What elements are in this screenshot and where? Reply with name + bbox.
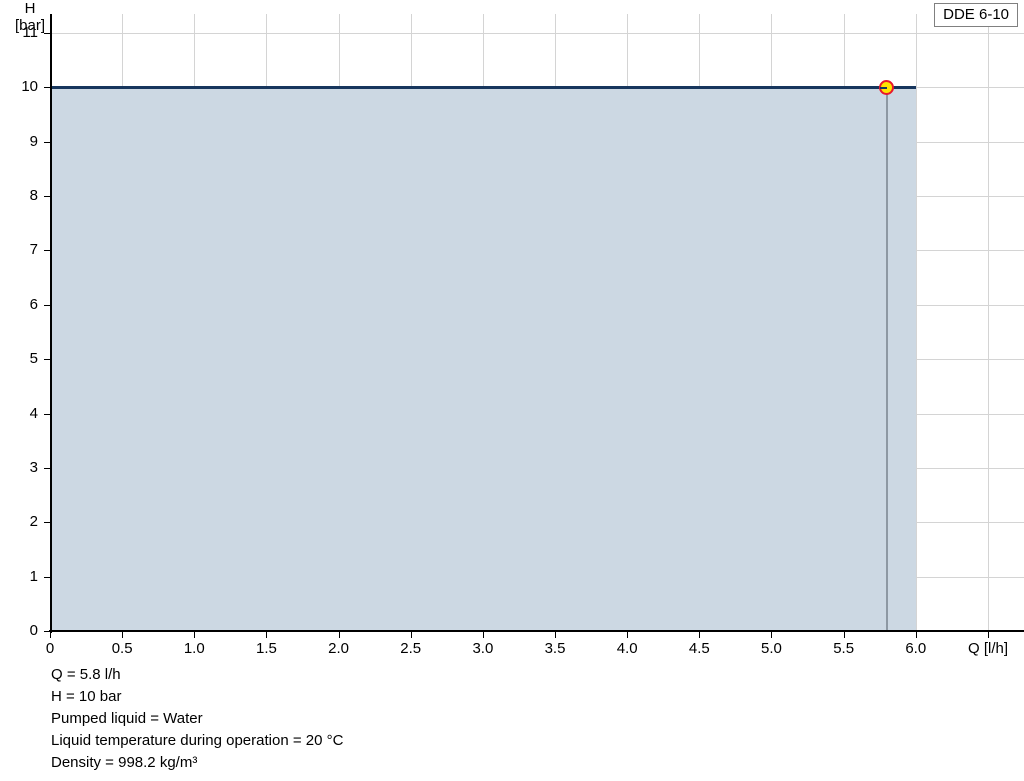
- y-axis-tick: [44, 33, 51, 35]
- y-axis-tick-label: 5: [29, 350, 38, 368]
- duty-point-dropline: [885, 87, 888, 631]
- x-axis-tick: [555, 631, 557, 638]
- y-axis-title: H [bar]: [8, 0, 52, 34]
- x-axis-tick: [266, 631, 268, 638]
- x-axis-tick: [410, 631, 412, 638]
- y-axis-tick-label: 1: [29, 567, 38, 585]
- info-line-density: Density = 998.2 kg/m³: [51, 754, 198, 771]
- info-line-head: H = 10 bar: [51, 688, 122, 705]
- y-axis-tick: [44, 250, 51, 252]
- y-axis-tick: [44, 359, 51, 361]
- x-axis-tick-label: 5.0: [761, 640, 782, 657]
- y-axis-tick: [44, 87, 51, 89]
- y-axis-tick: [44, 467, 51, 469]
- operating-range-area: [50, 87, 916, 631]
- y-axis-line: [50, 14, 52, 633]
- x-axis-tick: [699, 631, 701, 638]
- x-axis-tick-label: 4.5: [688, 640, 710, 657]
- operating-conditions-info: Q = 5.8 l/h H = 10 bar Pumped liquid = W…: [51, 664, 343, 774]
- x-axis-tick: [194, 631, 196, 638]
- y-axis-tick: [44, 413, 51, 415]
- plot-area: [50, 14, 1024, 631]
- info-line-liquid-temperature: Liquid temperature during operation = 20…: [51, 732, 344, 749]
- x-axis-tick-label: 0.5: [111, 640, 133, 657]
- x-axis-tick-label: 0: [45, 640, 55, 657]
- y-axis-tick-label: 6: [29, 295, 38, 313]
- x-axis-tick: [915, 631, 917, 638]
- x-axis-tick-label: 3.0: [472, 640, 494, 657]
- x-axis-tick-label: 5.5: [833, 640, 855, 657]
- x-axis-title: Q [l/h]: [968, 640, 1009, 657]
- y-axis-title-line1: H: [24, 0, 36, 17]
- x-axis-tick: [338, 631, 340, 638]
- y-axis-tick: [44, 141, 51, 143]
- x-axis-tick-label: 3.5: [544, 640, 566, 657]
- pump-performance-curve[interactable]: [50, 86, 916, 90]
- gridline-vertical: [988, 14, 989, 631]
- y-axis-tick-label: 9: [29, 132, 38, 150]
- y-axis-tick: [44, 522, 51, 524]
- info-line-pumped-liquid: Pumped liquid = Water: [51, 710, 203, 727]
- x-axis-line: [49, 630, 1024, 632]
- x-axis-tick-label: 1.5: [256, 640, 277, 657]
- x-axis-tick: [482, 631, 484, 638]
- gridline-vertical: [916, 14, 917, 631]
- x-axis-tick: [987, 631, 989, 638]
- y-axis-tick: [44, 631, 51, 632]
- y-axis-tick-label: 10: [21, 78, 38, 96]
- x-axis-tick-label: 2.5: [400, 640, 422, 657]
- y-axis-tick-label: 2: [29, 513, 38, 531]
- y-axis-tick-label: 7: [29, 241, 38, 259]
- gridline-horizontal: [50, 33, 1024, 34]
- x-axis-tick-label: 2.0: [328, 640, 349, 657]
- y-axis-tick: [44, 196, 51, 198]
- y-axis-tick: [44, 576, 51, 578]
- x-axis-tick: [627, 631, 629, 638]
- y-axis-tick: [44, 304, 51, 306]
- x-axis-tick-label: 1.0: [183, 640, 205, 657]
- y-axis-tick-label: 11: [22, 24, 38, 42]
- y-axis-title-line2: [bar]: [14, 17, 45, 34]
- legend-box[interactable]: DDE 6-10: [934, 3, 1018, 27]
- chart-canvas: 0 1 2 3 4 5 6 7 8 9 10 11 0 0.5 1.0 1.5 2.0 2.5 3.0 3.5 4.0 4…: [8, 0, 1024, 657]
- x-axis-tick: [843, 631, 845, 638]
- x-axis-tick: [122, 631, 124, 638]
- x-axis-tick: [50, 631, 51, 638]
- duty-point-marker[interactable]: [879, 79, 895, 95]
- x-axis-tick-label: 4.0: [616, 640, 638, 657]
- info-line-flow: Q = 5.8 l/h: [51, 666, 121, 683]
- y-axis-tick-label: 0: [29, 622, 38, 639]
- x-axis-tick-label: 6.0: [905, 640, 927, 657]
- x-axis-tick: [771, 631, 773, 638]
- legend-label: DDE 6-10: [943, 6, 1009, 23]
- y-axis-tick-label: 8: [29, 187, 38, 205]
- y-axis-tick-label: 3: [29, 458, 38, 476]
- y-axis-tick-label: 4: [29, 404, 38, 422]
